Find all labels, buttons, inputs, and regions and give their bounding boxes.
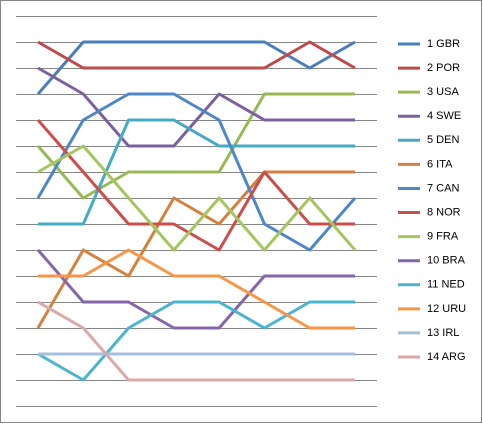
series-line [36, 249, 355, 330]
series-line [37, 300, 355, 382]
series-line [38, 248, 355, 330]
legend-label: 2 POR [427, 62, 460, 74]
legend-label: 4 SWE [427, 110, 461, 122]
legend-label: 3 USA [427, 86, 459, 98]
legend-label: 1 GBR [427, 38, 460, 50]
series-line [36, 92, 357, 252]
series-line [36, 119, 355, 252]
legend-label: 5 DEN [427, 134, 459, 146]
series-line [36, 170, 355, 329]
legend-label: 6 ITA [427, 158, 453, 170]
series-line [37, 144, 357, 252]
legend-label: 10 BRA [427, 255, 466, 267]
legend-label: 7 CAN [427, 182, 459, 194]
series-line [36, 92, 355, 200]
series-line [37, 300, 355, 382]
legend-label: 8 NOR [427, 206, 461, 218]
legend-label: 9 FRA [427, 231, 459, 243]
legend-label: 13 IRL [427, 327, 459, 339]
series-line [36, 40, 356, 95]
series-line [38, 118, 355, 226]
legend-label: 11 NED [427, 279, 465, 291]
series-line [37, 40, 356, 70]
legend-label: 14 ARG [427, 351, 466, 363]
legend-label: 12 URU [427, 303, 466, 315]
series-line [37, 66, 355, 148]
